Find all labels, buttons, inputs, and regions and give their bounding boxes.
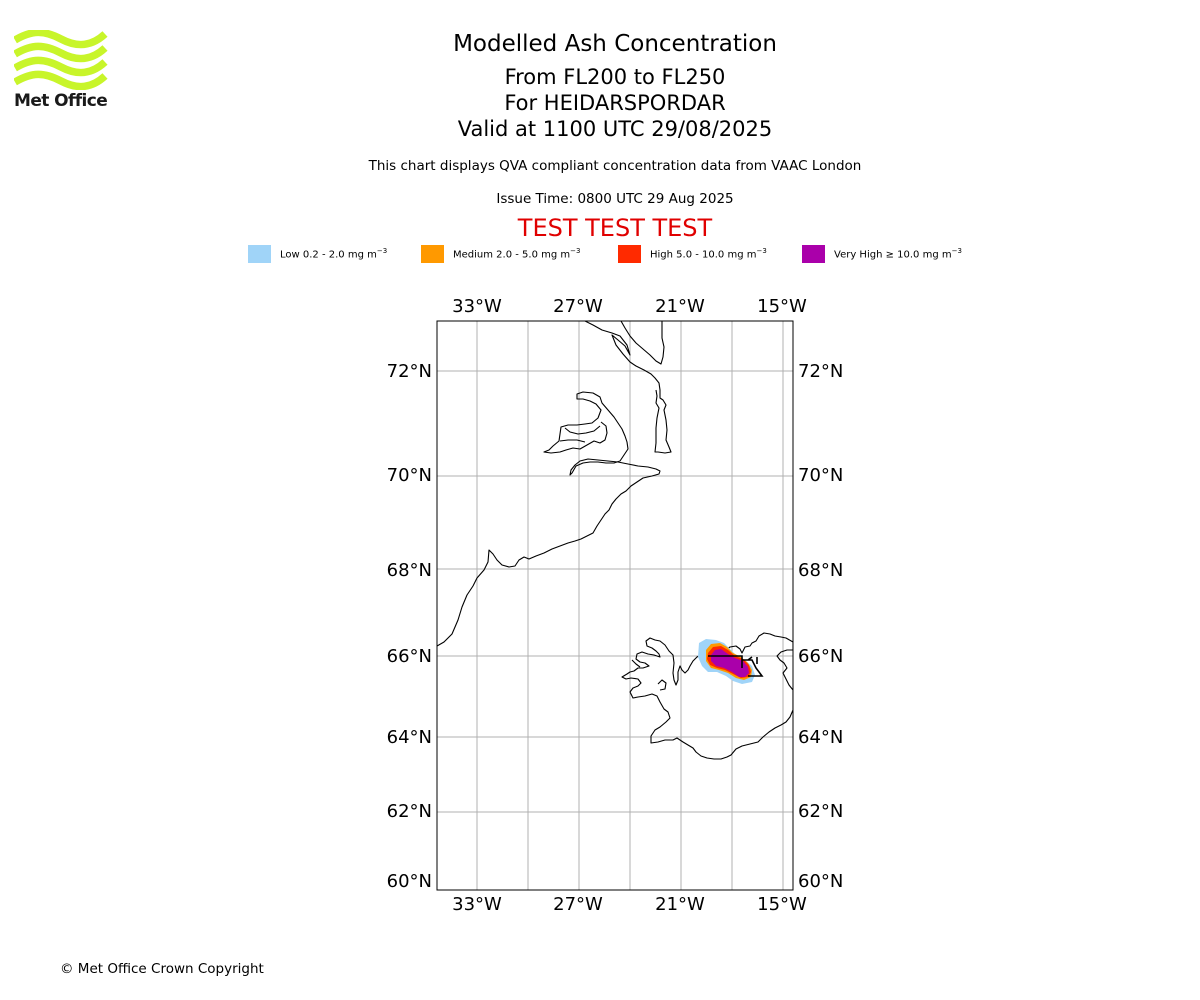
legend-label-high: High 5.0 - 10.0 mg m−3 bbox=[650, 246, 767, 261]
copyright-notice: © Met Office Crown Copyright bbox=[60, 961, 264, 977]
legend-item-high: High 5.0 - 10.0 mg m−3 bbox=[618, 244, 767, 263]
lat-label-right-68n: 68°N bbox=[798, 560, 843, 581]
legend-item-very-high: Very High ≥ 10.0 mg m−3 bbox=[802, 244, 962, 263]
issue-time: Issue Time: 0800 UTC 29 Aug 2025 bbox=[496, 191, 734, 207]
legend-item-low: Low 0.2 - 2.0 mg m−3 bbox=[248, 244, 387, 263]
lon-label-bottom-27w: 27°W bbox=[553, 894, 603, 915]
logo-wave-4 bbox=[13, 70, 108, 91]
map-frame bbox=[436, 320, 794, 891]
lat-label-left-62n: 62°N bbox=[387, 801, 432, 822]
met-office-wave-icon bbox=[13, 28, 108, 91]
legend-swatch-medium bbox=[421, 244, 444, 263]
gridlines bbox=[437, 321, 793, 890]
legend-swatch-very-high bbox=[802, 244, 825, 263]
lat-label-left-64n: 64°N bbox=[387, 727, 432, 748]
lat-labels-left: 72°N 70°N 68°N 66°N 64°N 62°N 60°N bbox=[387, 361, 432, 892]
lon-label-top-27w: 27°W bbox=[553, 296, 603, 317]
lat-label-right-66n: 66°N bbox=[798, 646, 843, 667]
lat-label-left-70n: 70°N bbox=[387, 465, 432, 486]
lat-label-right-62n: 62°N bbox=[798, 801, 843, 822]
logo-wave-1 bbox=[13, 28, 108, 49]
legend-swatch-high bbox=[618, 244, 641, 263]
lon-label-top-15w: 15°W bbox=[757, 296, 807, 317]
greenland-fjord-2 bbox=[559, 439, 586, 443]
legend-item-medium: Medium 2.0 - 5.0 mg m−3 bbox=[421, 244, 580, 263]
lon-labels-top: 33°W 27°W 21°W 15°W bbox=[452, 296, 807, 317]
lat-label-left-72n: 72°N bbox=[387, 361, 432, 382]
lon-label-top-21w: 21°W bbox=[655, 296, 705, 317]
lat-label-right-70n: 70°N bbox=[798, 465, 843, 486]
legend-swatch-low bbox=[248, 244, 271, 263]
iceland-inner-fjord bbox=[657, 679, 667, 691]
lon-label-bottom-15w: 15°W bbox=[757, 894, 807, 915]
flight-level-range: From FL200 to FL250 bbox=[504, 65, 726, 89]
lon-label-top-33w: 33°W bbox=[452, 296, 502, 317]
test-banner: TEST TEST TEST bbox=[517, 214, 713, 242]
lat-label-right-72n: 72°N bbox=[798, 361, 843, 382]
lat-label-left-60n: 60°N bbox=[387, 871, 432, 892]
ash-source-marker bbox=[708, 655, 764, 677]
chart-title: Modelled Ash Concentration bbox=[453, 31, 777, 57]
lat-label-right-60n: 60°N bbox=[798, 871, 843, 892]
valid-time: Valid at 1100 UTC 29/08/2025 bbox=[457, 117, 773, 141]
logo-wordmark: Met Office bbox=[14, 91, 108, 111]
greenland-north-spit bbox=[620, 321, 665, 365]
lon-label-bottom-21w: 21°W bbox=[655, 894, 705, 915]
lat-labels-right: 72°N 70°N 68°N 66°N 64°N 62°N 60°N bbox=[798, 361, 843, 892]
lat-label-left-66n: 66°N bbox=[387, 646, 432, 667]
met-office-logo: Met Office bbox=[13, 28, 109, 112]
legend-label-low: Low 0.2 - 2.0 mg m−3 bbox=[280, 246, 388, 261]
lat-label-right-64n: 64°N bbox=[798, 727, 843, 748]
ash-cloud bbox=[698, 639, 764, 684]
volcano-name: For HEIDARSPORDAR bbox=[504, 91, 726, 115]
greenland-coastline bbox=[437, 391, 661, 647]
coastlines bbox=[437, 321, 793, 760]
lat-label-left-68n: 68°N bbox=[387, 560, 432, 581]
lon-labels-bottom: 33°W 27°W 21°W 15°W bbox=[452, 894, 807, 915]
compliance-note: This chart displays QVA compliant concen… bbox=[368, 158, 862, 174]
logo-wave-2 bbox=[13, 42, 108, 63]
legend-label-medium: Medium 2.0 - 5.0 mg m−3 bbox=[453, 246, 581, 261]
iceland-northwest-fjord bbox=[631, 659, 641, 668]
greenland-fjord-1 bbox=[564, 425, 601, 435]
logo-wave-3 bbox=[13, 56, 108, 77]
lon-label-bottom-33w: 33°W bbox=[452, 894, 502, 915]
legend-label-very-high: Very High ≥ 10.0 mg m−3 bbox=[834, 246, 962, 261]
greenland-north-coast bbox=[584, 321, 672, 454]
